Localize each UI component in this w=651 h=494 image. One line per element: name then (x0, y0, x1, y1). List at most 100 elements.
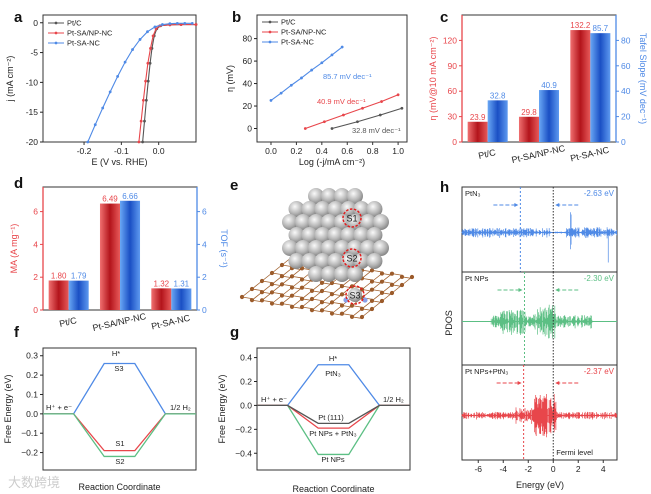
pt-atom (353, 201, 370, 217)
data-point (137, 140, 141, 144)
bond (371, 273, 383, 282)
bond (321, 302, 333, 311)
bond (311, 301, 323, 311)
series-pt-sa-np-nc (303, 93, 400, 130)
panel-h-pdos-chart: PtN₃ -2.63 eV Pt NPs -2.30 eV Pt NPs+PtN₃ -2.… (444, 186, 618, 490)
bond (391, 284, 403, 294)
bond (361, 277, 373, 281)
pdos-panel-label: Pt NPs (465, 274, 489, 283)
bond (281, 295, 293, 304)
data-point (340, 45, 344, 49)
y-right-tick-label: 60 (621, 61, 631, 71)
bond (351, 305, 363, 308)
data-point (194, 23, 198, 26)
y-right-tick-label: 2 (202, 272, 207, 282)
data-point (380, 100, 383, 103)
panel-d-mass-activity-tof-bar-chart: 0 2 4 6 0 2 4 6 TOF (s⁻¹) MA (A mg⁻¹) 1.80 1.79 Pt/C… (9, 186, 229, 333)
y-tick-label: 0 (33, 18, 38, 28)
y-tick-label: 60 (448, 86, 458, 96)
data-point (144, 79, 148, 83)
energy-level-label: H⁺ + e⁻ (46, 403, 72, 412)
bond (301, 306, 313, 309)
data-point (143, 119, 146, 123)
data-point (279, 91, 283, 95)
panel-f-free-energy-chart: 0.3 0.2 0.1 0.0 −0.1 −0.2 Reaction Coordinate F… (3, 347, 197, 492)
panel-e-structure: S1 S2 S3 (239, 188, 415, 320)
pt-atom (327, 227, 344, 243)
energy-level-label: Pt NPs (321, 455, 345, 464)
arrow-head-icon (555, 203, 560, 207)
panel-letter-f: f (14, 324, 20, 341)
pt-atom (288, 253, 305, 269)
legend-label: Pt-SA-NC (281, 38, 315, 47)
data-point (378, 113, 382, 117)
pt-atom (366, 253, 383, 269)
data-point (330, 127, 334, 130)
y-axis-label: MA (A mg⁻¹) (9, 224, 19, 274)
bond (321, 293, 333, 303)
site-label: S2 (346, 254, 357, 264)
legend-label: Pt-SA/NP-NC (281, 28, 327, 37)
y-tick-label: 0.0 (240, 400, 252, 410)
y-right-tick-label: 80 (621, 35, 631, 45)
bar-value-label: 1.32 (154, 279, 170, 288)
y-axis-label: Free Energy (eV) (217, 374, 227, 443)
x-tick-label: 0.0 (265, 146, 277, 156)
panel-letter-h: h (440, 179, 449, 196)
bond (281, 303, 293, 306)
bond (301, 290, 313, 300)
series-pt-sa-nc (269, 45, 344, 102)
pt-atom (308, 214, 324, 230)
bond (381, 281, 393, 284)
arrow-head-icon (518, 288, 523, 292)
pt-atom (321, 266, 337, 282)
data-point (303, 127, 307, 130)
site-label: S3 (349, 291, 360, 301)
series-pt-111- (257, 404, 410, 425)
series-line (138, 23, 196, 143)
bond (281, 267, 293, 277)
pt-atom (321, 214, 337, 230)
pt-atom (295, 214, 311, 230)
energy-level-label: H* (112, 349, 120, 358)
pt-single-atom (348, 288, 362, 302)
pt-atom (353, 227, 370, 243)
plot-frame (256, 14, 408, 143)
x-axis-label: Energy (eV) (516, 480, 564, 490)
y-tick-label: 30 (448, 112, 458, 122)
bond (361, 270, 373, 279)
series-pt-sa-nc (86, 21, 194, 144)
bond (271, 272, 283, 275)
y-right-tick-label: 4 (202, 239, 207, 249)
bond (251, 288, 263, 291)
pt-atom (334, 240, 350, 256)
pt-atom (314, 227, 331, 243)
subplot-frame (461, 364, 618, 461)
bar-tof (171, 288, 192, 310)
plot-frame (42, 347, 197, 471)
site-label: S1 (346, 214, 357, 224)
bond (281, 276, 293, 285)
tafel-slope-label: 32.8 mV dec⁻¹ (352, 126, 401, 135)
pt-atom (282, 214, 298, 230)
bar-value-label: 1.31 (174, 280, 190, 289)
data-point (400, 106, 404, 110)
pdos-curve (461, 212, 618, 263)
bond (391, 276, 403, 286)
bar-tafel-slope (590, 33, 611, 143)
bond (251, 280, 263, 290)
y-right-tick-label: 6 (202, 207, 207, 217)
series-pt-c (330, 106, 404, 130)
pt-atom (334, 214, 350, 230)
data-point (148, 61, 152, 65)
bond (361, 300, 373, 310)
pt-atom (288, 201, 305, 217)
y-right-tick-label: 0 (202, 305, 207, 315)
panel-c-overpotential-tafel-bar-chart: 0 30 60 90 120 0 20 40 60 80 Tafel Slope (mV dec⁻¹… (428, 14, 648, 165)
bar-- (570, 30, 591, 143)
bond (361, 281, 373, 290)
y-tick-label: 20 (243, 101, 253, 111)
bar-value-label: 40.9 (541, 81, 557, 90)
bond (381, 273, 393, 282)
panel-a-lsv-chart: -0.2 -0.1 0.0 0 -5 -10 -15 -20 E (V vs. RHE) j (m… (5, 14, 198, 167)
